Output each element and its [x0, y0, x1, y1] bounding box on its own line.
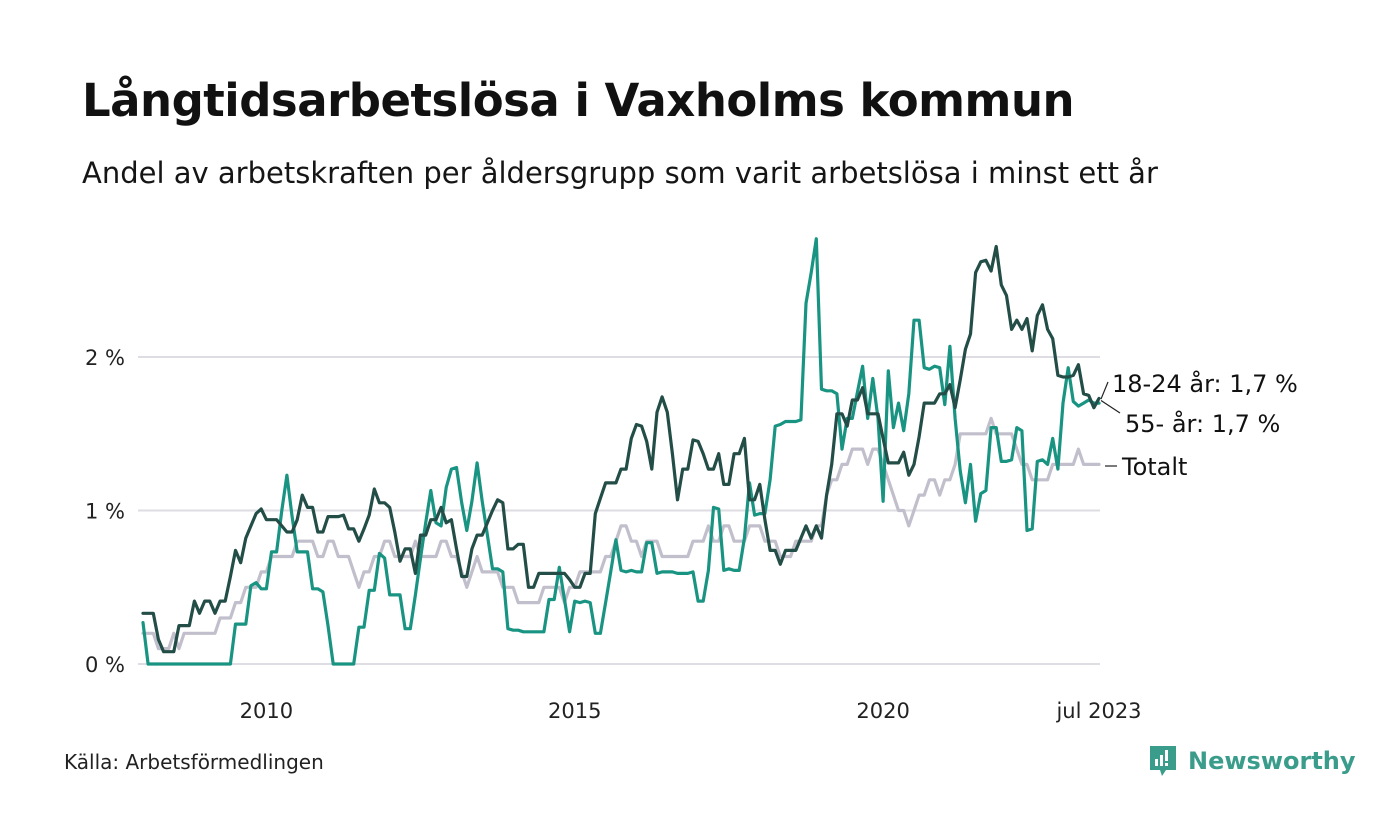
series-lines — [141, 237, 1101, 666]
x-axis-ticks: 2010 2015 2020 jul 2023 — [240, 699, 1142, 723]
x-tick-label: 2020 — [856, 699, 909, 723]
chart-subtitle: Andel av arbetskraften per åldersgrupp s… — [82, 156, 1158, 190]
source-note: Källa: Arbetsförmedlingen — [64, 750, 324, 774]
label-leader-line — [1100, 381, 1109, 400]
series-line-55-plus — [141, 244, 1101, 654]
x-tick-label: 2015 — [548, 699, 601, 723]
series-label: 55- år: 1,7 % — [1125, 409, 1280, 438]
y-axis-ticks: 0 % 1 % 2 % — [85, 346, 125, 677]
brand-name: Newsworthy — [1188, 747, 1356, 775]
x-tick-label: jul 2023 — [1055, 699, 1141, 723]
chart-title: Långtidsarbetslösa i Vaxholms kommun — [82, 74, 1075, 127]
newsworthy-logo-icon — [1150, 746, 1176, 776]
y-tick-label: 2 % — [85, 346, 125, 370]
series-line-totalt — [141, 416, 1101, 651]
x-tick-label: 2010 — [240, 699, 293, 723]
series-label: 18-24 år: 1,7 % — [1112, 369, 1298, 398]
series-label: Totalt — [1121, 453, 1187, 481]
label-leader-line — [1100, 399, 1121, 414]
y-tick-label: 0 % — [85, 653, 125, 677]
series-labels: 18-24 år: 1,7 % 55- år: 1,7 % Totalt — [1100, 369, 1298, 481]
brand-logo: Newsworthy — [1148, 744, 1356, 778]
y-tick-label: 1 % — [85, 500, 125, 524]
series-line-18-24 — [141, 237, 1101, 666]
